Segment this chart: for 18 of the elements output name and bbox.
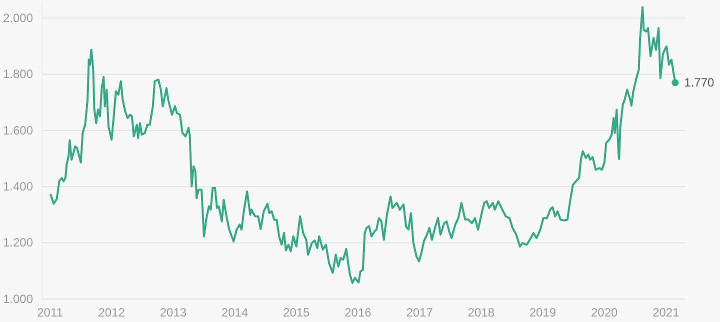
x-tick-label: 2013	[160, 306, 187, 320]
x-tick-label: 2012	[98, 306, 126, 320]
y-tick-label: 1.800	[3, 67, 34, 82]
x-tick-label: 2017	[406, 306, 434, 320]
annotation: 1.770	[684, 76, 714, 90]
x-tick-label: 2016	[344, 306, 372, 320]
x-tick-label: 2019	[529, 306, 556, 320]
x-tick-label: 2011	[37, 306, 64, 320]
x-tick-label: 2014	[221, 306, 248, 320]
x-tick-label: 2020	[590, 306, 618, 320]
y-tick-label: 1.000	[3, 292, 34, 306]
x-tick-label: 2021	[652, 306, 680, 320]
y-tick-label: 1.600	[3, 123, 34, 138]
y-tick-label: 1.400	[3, 179, 34, 194]
y-tick-label: 1.200	[3, 236, 34, 250]
x-tick-label: 2015	[283, 306, 310, 320]
x-tick-label: 2018	[468, 306, 495, 320]
y-tick-label: 2.000	[3, 10, 34, 25]
